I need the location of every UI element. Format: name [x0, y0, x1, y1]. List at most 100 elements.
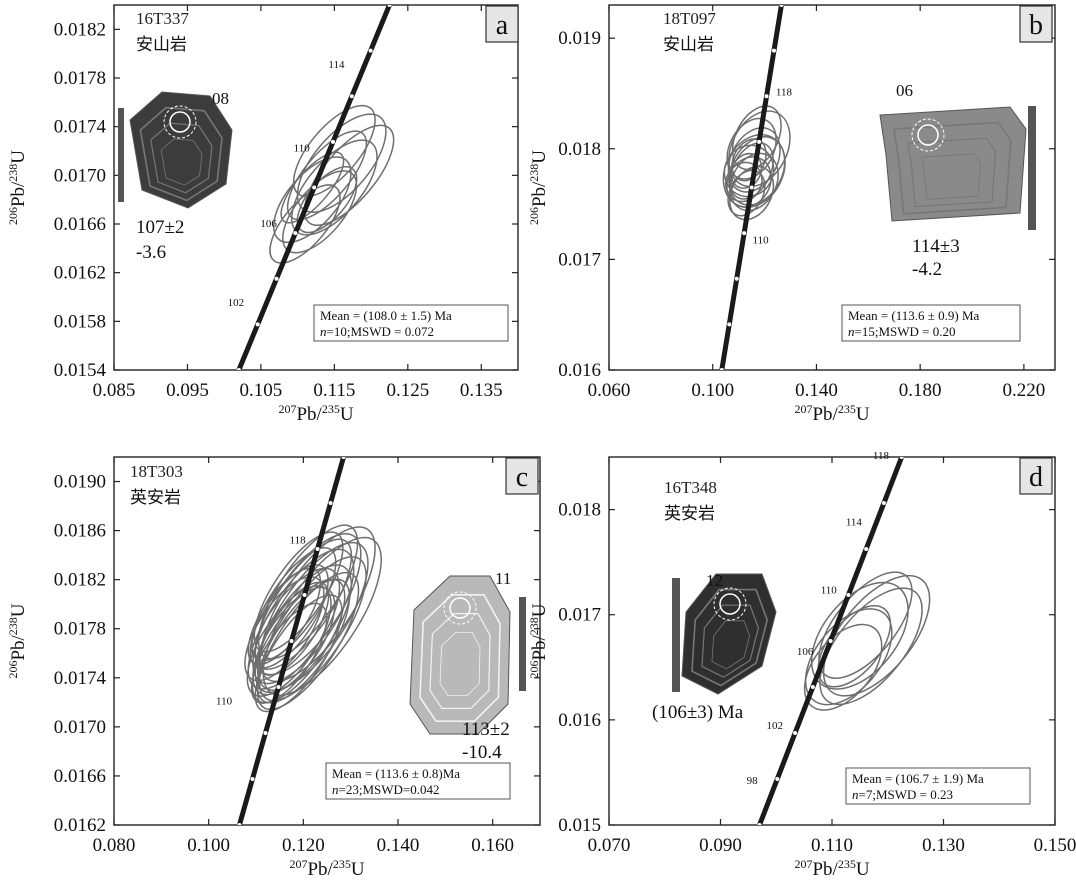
concordia-marker — [881, 501, 886, 505]
analysis-spot-outline — [443, 591, 477, 625]
concordia-age-label: 114 — [846, 516, 863, 528]
grain-epsilon: -3.6 — [136, 242, 166, 263]
concordia-marker — [289, 639, 294, 643]
concordia-marker — [349, 94, 354, 99]
plot-area — [236, 5, 395, 370]
error-ellipse — [259, 526, 376, 683]
y-tick-label: 0.0182 — [54, 19, 106, 40]
concordia-age-label: 110 — [821, 585, 838, 597]
grain-age: 113±2 — [462, 719, 510, 740]
mean-stats-value: =15;MSWD = 0.20 — [855, 324, 956, 339]
concordia-marker — [312, 185, 317, 190]
plot-frame — [608, 4, 1056, 371]
mean-n-label: n — [320, 324, 327, 339]
y-tick-label: 0.0166 — [54, 766, 106, 787]
error-ellipse — [727, 169, 766, 217]
error-ellipse — [262, 536, 382, 697]
sample-id: 18T097 — [663, 9, 716, 28]
mean-box — [313, 304, 509, 342]
concordia-age-label: 106 — [260, 218, 277, 230]
analysis-spot — [449, 597, 471, 619]
y-tick-label: 0.0182 — [54, 570, 106, 591]
concordia-marker — [263, 731, 268, 735]
concordia-marker — [764, 94, 769, 99]
x-axis-label-iso1: 207 — [794, 857, 812, 871]
concordia-marker — [828, 639, 833, 643]
plot-area — [757, 457, 931, 825]
zircon-grain-body — [681, 573, 777, 695]
concordia-marker — [727, 322, 732, 327]
y-tick-label: 0.0158 — [54, 311, 106, 332]
y-tick-label: 0.0166 — [54, 214, 106, 235]
x-axis-label-iso1: 207 — [289, 857, 307, 871]
zircon-zoning — [893, 121, 1012, 215]
zircon-zoning — [429, 612, 491, 709]
scale-bar — [672, 578, 680, 692]
concordia-age-label: 118 — [873, 450, 890, 462]
x-tick-label: 0.110 — [811, 835, 853, 856]
plot-area — [237, 457, 382, 825]
x-tick-label: 0.100 — [691, 380, 734, 401]
concordia-marker — [255, 322, 260, 327]
x-axis-label-main: Pb/ — [296, 404, 322, 425]
panel-letter: a — [496, 10, 509, 41]
x-axis-label-iso2: 235 — [322, 402, 340, 416]
panel-letter: c — [516, 462, 528, 493]
y-axis-label-main: Pb/ — [8, 181, 29, 207]
x-tick-label: 0.100 — [187, 835, 230, 856]
mean-stats-value: =23;MSWD=0.042 — [339, 782, 440, 797]
error-ellipse — [254, 594, 343, 713]
error-ellipse — [254, 564, 353, 694]
x-tick-label: 0.070 — [588, 835, 631, 856]
x-axis-label: 207Pb/235U — [794, 402, 869, 425]
concordia-age-label: 110 — [753, 235, 770, 247]
concordia-age-label: 110 — [294, 143, 311, 155]
panel-letter-box — [1019, 5, 1053, 43]
concordia-marker — [864, 547, 869, 551]
plot-area — [719, 5, 791, 370]
y-axis-label-main: Pb/ — [529, 181, 550, 207]
mean-age-text: Mean = (113.6 ± 0.9) Ma — [848, 308, 980, 323]
zircon-zoning — [691, 588, 769, 687]
x-tick-label: 0.130 — [922, 835, 965, 856]
zircon-grain-image — [879, 106, 1027, 222]
y-tick-label: 0.017 — [558, 249, 601, 270]
y-axis-label-main: Pb/ — [8, 634, 29, 660]
x-axis-label-main: Pb/ — [812, 859, 838, 880]
panel-letter: b — [1029, 10, 1043, 41]
grain-age: 107±2 — [136, 217, 184, 238]
y-tick-label: 0.015 — [558, 815, 601, 836]
mean-age-text: Mean = (113.6 ± 0.8)Ma — [332, 766, 460, 781]
concordia-marker — [757, 139, 762, 144]
x-axis-label-iso2: 235 — [333, 857, 351, 871]
y-tick-label: 0.0162 — [54, 263, 106, 284]
zircon-zoning — [921, 153, 981, 200]
error-ellipse — [292, 104, 376, 198]
y-tick-label: 0.018 — [558, 139, 601, 160]
y-tick-label: 0.0186 — [54, 521, 106, 542]
y-axis-label-iso2: 238 — [6, 617, 20, 635]
panel-b: 0.060 0.100 0.140 0.180 0.220 0.016 0.017 0.018… — [527, 4, 1056, 425]
concordia-age-label: 118 — [776, 86, 793, 98]
x-axis-label-end: U — [856, 404, 870, 425]
y-axis-label: 206Pb/238U — [6, 603, 29, 678]
x-axis-label-end: U — [856, 859, 870, 880]
rock-type: 英安岩 — [664, 504, 715, 524]
zircon-grain-image — [129, 91, 233, 209]
x-axis-label-iso1: 207 — [794, 402, 812, 416]
sample-id: 16T348 — [664, 478, 717, 497]
concordia-marker — [810, 685, 815, 689]
rock-type: 安山岩 — [663, 35, 714, 55]
error-ellipse — [286, 130, 368, 221]
y-tick-label: 0.0178 — [54, 68, 106, 89]
sample-id: 16T337 — [136, 9, 189, 28]
zircon-zoning — [701, 604, 760, 678]
y-tick-label: 0.018 — [558, 500, 601, 521]
zircon-zoning — [439, 632, 481, 697]
y-tick-label: 0.019 — [558, 28, 601, 49]
mean-age-text: Mean = (108.0 ± 1.5) Ma — [320, 308, 452, 323]
scale-bar — [118, 108, 124, 202]
y-axis-label-iso2: 238 — [527, 164, 541, 182]
concordia-marker — [330, 139, 335, 144]
